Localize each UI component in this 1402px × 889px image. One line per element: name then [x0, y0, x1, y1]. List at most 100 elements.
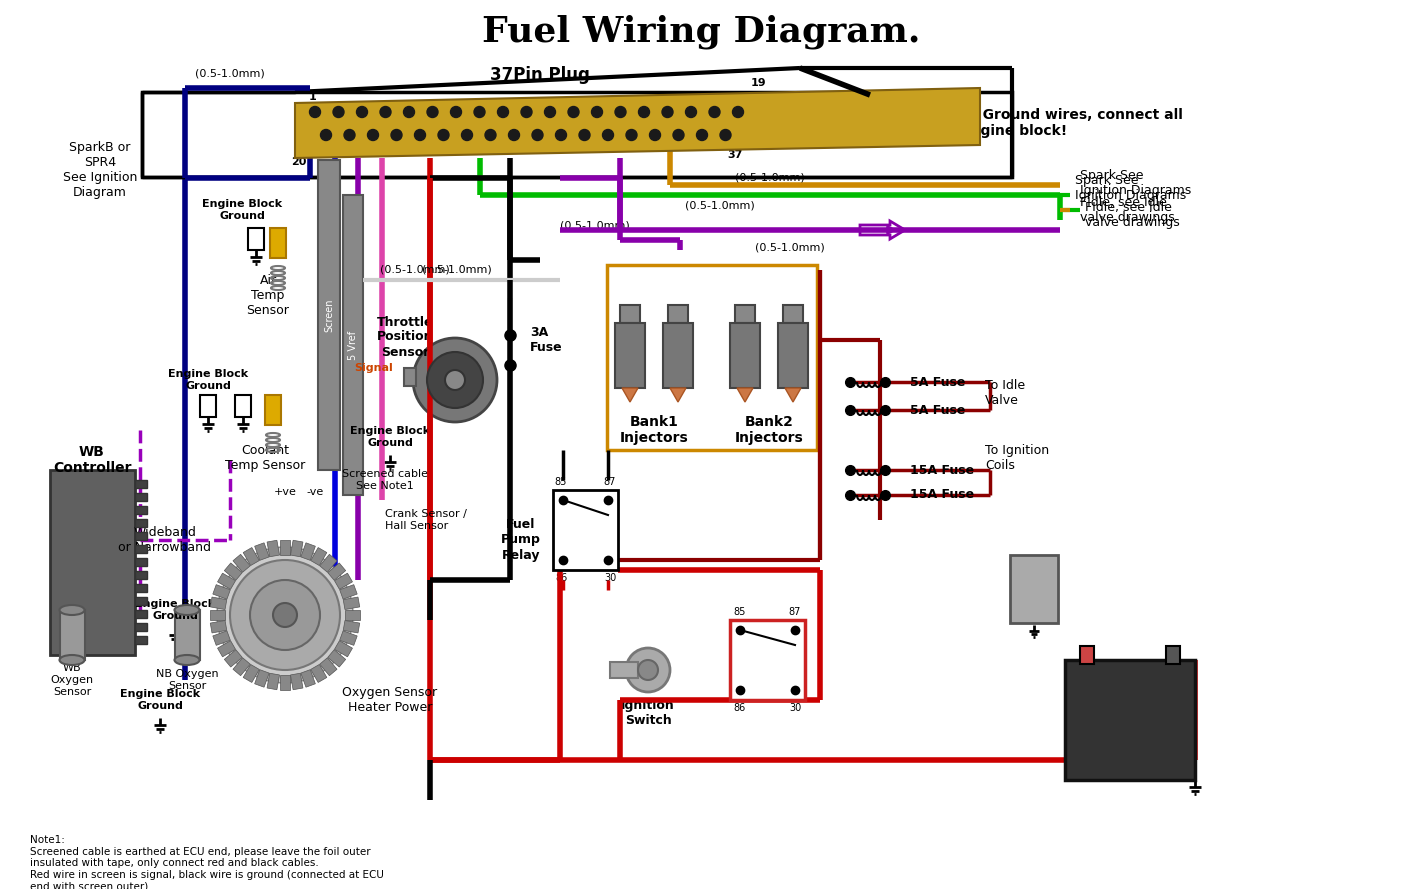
- Circle shape: [380, 107, 391, 117]
- Bar: [1009, 555, 1059, 623]
- Polygon shape: [217, 641, 236, 657]
- Text: Main
Relay: Main Relay: [746, 645, 789, 675]
- Bar: [135, 545, 147, 553]
- Ellipse shape: [174, 655, 199, 665]
- Circle shape: [627, 130, 637, 140]
- Text: Note1:
Screened cable is earthed at ECU end, please leave the foil outer
insulat: Note1: Screened cable is earthed at ECU …: [29, 835, 384, 889]
- Polygon shape: [737, 388, 753, 402]
- Text: WB
Controller: WB Controller: [53, 444, 132, 475]
- Circle shape: [686, 107, 697, 117]
- Text: Fuel
Pump: Fuel Pump: [1016, 578, 1052, 600]
- Circle shape: [721, 130, 730, 140]
- Text: -ve: -ve: [307, 487, 324, 497]
- Text: 37: 37: [728, 150, 743, 160]
- Polygon shape: [210, 610, 224, 620]
- Text: 19: 19: [750, 78, 765, 88]
- Ellipse shape: [174, 605, 199, 615]
- Bar: [135, 636, 147, 644]
- Polygon shape: [345, 610, 360, 620]
- Polygon shape: [320, 658, 336, 676]
- Text: Engine Block
Ground: Engine Block Ground: [135, 599, 215, 621]
- Bar: [60, 610, 86, 660]
- Polygon shape: [280, 540, 290, 555]
- Polygon shape: [311, 664, 327, 683]
- Text: 37Pin Plug: 37Pin Plug: [491, 66, 590, 84]
- Bar: [135, 623, 147, 631]
- Text: (0.5-1.0mm): (0.5-1.0mm): [735, 172, 805, 182]
- Bar: [730, 323, 760, 388]
- Text: To Idle
Valve: To Idle Valve: [986, 379, 1025, 407]
- Ellipse shape: [59, 655, 84, 665]
- Bar: [343, 195, 363, 495]
- Circle shape: [638, 107, 649, 117]
- Bar: [552, 490, 618, 570]
- Bar: [175, 610, 200, 660]
- Bar: [236, 395, 251, 417]
- Circle shape: [662, 107, 673, 117]
- Polygon shape: [213, 631, 230, 645]
- Circle shape: [579, 130, 590, 140]
- Bar: [610, 662, 638, 678]
- Text: Crank
Wheel: Crank Wheel: [264, 601, 307, 629]
- Bar: [620, 305, 639, 323]
- Text: 1: 1: [308, 92, 317, 102]
- Circle shape: [415, 130, 425, 140]
- Circle shape: [638, 660, 658, 680]
- Text: Bank2
Injectors: Bank2 Injectors: [735, 415, 803, 445]
- Polygon shape: [320, 555, 336, 573]
- Text: Crank Sensor /
Hall Sensor: Crank Sensor / Hall Sensor: [386, 509, 467, 531]
- Bar: [1066, 660, 1195, 780]
- Bar: [135, 610, 147, 618]
- Text: Engine Block
Ground: Engine Block Ground: [168, 369, 248, 391]
- Circle shape: [334, 107, 343, 117]
- Text: Main Ground wires, connect all
to engine block!: Main Ground wires, connect all to engine…: [939, 108, 1183, 138]
- Bar: [135, 506, 147, 514]
- Circle shape: [498, 107, 509, 117]
- Text: 3A
Fuse: 3A Fuse: [530, 326, 562, 354]
- Text: 5A Fuse: 5A Fuse: [910, 404, 966, 417]
- Polygon shape: [243, 664, 259, 683]
- Bar: [1080, 646, 1094, 664]
- Text: Signal: Signal: [355, 363, 393, 373]
- Polygon shape: [311, 548, 327, 565]
- Text: Throttle
Position
Sensor: Throttle Position Sensor: [377, 316, 433, 358]
- Polygon shape: [217, 573, 236, 589]
- Polygon shape: [301, 543, 315, 560]
- Text: Screened cable
See Note1: Screened cable See Note1: [342, 469, 428, 491]
- Text: 5 Vref: 5 Vref: [348, 331, 358, 359]
- Text: (0.5-1.0mm): (0.5-1.0mm): [422, 265, 492, 275]
- Text: Screen: Screen: [324, 298, 334, 332]
- Circle shape: [649, 130, 660, 140]
- Bar: [265, 395, 280, 425]
- Bar: [318, 160, 341, 470]
- Text: Fuel Wiring Diagram.: Fuel Wiring Diagram.: [482, 15, 920, 49]
- Polygon shape: [266, 541, 279, 557]
- Text: To Ignition
Coils: To Ignition Coils: [986, 444, 1049, 472]
- Polygon shape: [210, 597, 227, 610]
- Text: (0.5-1.0mm): (0.5-1.0mm): [756, 243, 824, 253]
- Circle shape: [592, 107, 603, 117]
- Bar: [135, 571, 147, 579]
- Bar: [248, 228, 264, 250]
- Circle shape: [428, 352, 484, 408]
- Polygon shape: [343, 621, 360, 633]
- Circle shape: [627, 648, 670, 692]
- Circle shape: [273, 603, 297, 627]
- Circle shape: [321, 130, 331, 140]
- Circle shape: [356, 107, 367, 117]
- Circle shape: [310, 107, 321, 117]
- Text: Air
Temp
Sensor: Air Temp Sensor: [247, 274, 289, 316]
- Polygon shape: [339, 585, 358, 599]
- Bar: [142, 92, 1012, 177]
- Text: FIdle, see Idle
valve drawings: FIdle, see Idle valve drawings: [1085, 201, 1179, 229]
- Text: (0.5-1.0mm): (0.5-1.0mm): [380, 265, 450, 275]
- Text: (0.5-1.0mm): (0.5-1.0mm): [195, 68, 265, 78]
- Polygon shape: [785, 388, 801, 402]
- Text: 30: 30: [789, 703, 801, 713]
- Text: -: -: [1171, 647, 1176, 661]
- Circle shape: [673, 130, 684, 140]
- Text: 87: 87: [789, 607, 801, 617]
- Text: Spark See
Ignition Diagrams: Spark See Ignition Diagrams: [1080, 169, 1192, 197]
- Polygon shape: [343, 597, 360, 610]
- Text: 85: 85: [555, 477, 568, 487]
